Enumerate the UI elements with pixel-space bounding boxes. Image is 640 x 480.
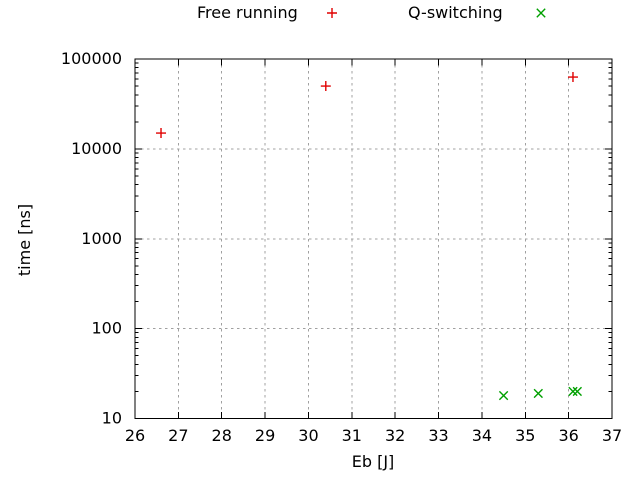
- data-point-free-running: [156, 128, 167, 139]
- x-tick-label: 31: [342, 426, 362, 445]
- x-tick-label: 33: [428, 426, 448, 445]
- legend-label-free-running: Free running: [197, 3, 298, 22]
- data-point-free-running: [567, 72, 578, 83]
- x-tick-label: 37: [602, 426, 622, 445]
- y-tick-label: 10: [102, 409, 122, 428]
- data-point-q-switching: [568, 386, 578, 397]
- data-point-q-switching: [533, 388, 543, 399]
- x-tick-label: 29: [255, 426, 275, 445]
- x-tick-label: 34: [472, 426, 492, 445]
- x-tick-label: 26: [125, 426, 145, 445]
- data-point-q-switching: [498, 390, 509, 401]
- legend-entry-free-running: Free running: [197, 4, 338, 22]
- data-point-free-running: [320, 81, 331, 92]
- x-axis-title: Eb [J]: [351, 452, 395, 471]
- y-tick-label: 1000: [81, 229, 122, 248]
- y-tick-label: 100: [91, 319, 122, 338]
- y-tick-label: 10000: [71, 139, 122, 158]
- data-point-q-switching: [572, 386, 583, 397]
- x-tick-label: 30: [298, 426, 318, 445]
- legend-label-q-switching: Q-switching: [408, 3, 503, 22]
- x-tick-label: 28: [212, 426, 232, 445]
- x-tick-label: 27: [168, 426, 188, 445]
- plot-border: [134, 58, 613, 419]
- cross-glyph: [535, 8, 546, 18]
- legend-entry-q-switching: Q-switching: [408, 4, 547, 22]
- x-tick-label: 32: [385, 426, 405, 445]
- plus-glyph: [326, 8, 337, 18]
- y-tick-label: 100000: [61, 49, 122, 68]
- x-tick-label: 35: [515, 426, 535, 445]
- plus-marker-icon: [326, 7, 338, 19]
- cross-marker-icon: [535, 7, 547, 19]
- x-tick-label: 36: [558, 426, 578, 445]
